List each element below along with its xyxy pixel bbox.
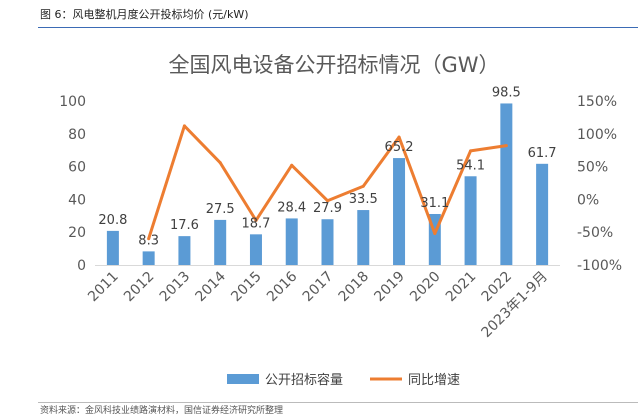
data-label: 18.7 (241, 216, 270, 231)
x-tick-label: 2015 (228, 269, 265, 306)
x-tick-label: 2019 (371, 269, 408, 306)
y-right-tick-label: 100% (577, 127, 617, 143)
y-right-tick-label: 50% (577, 160, 608, 176)
x-tick-label: 2014 (193, 268, 230, 305)
line-point (290, 163, 294, 167)
bar (500, 103, 513, 266)
line-point (361, 184, 365, 188)
bar (393, 158, 406, 265)
data-label: 65.2 (385, 140, 414, 155)
y-left-tick-label: 80 (68, 127, 86, 143)
bar (321, 219, 334, 265)
bar (357, 210, 370, 265)
caption-divider (38, 27, 638, 28)
x-tick-label: 2017 (300, 269, 337, 306)
bar (178, 236, 191, 265)
data-label: 54.1 (456, 158, 485, 173)
bar (464, 176, 477, 265)
line-point (182, 124, 186, 128)
data-label: 8.3 (138, 233, 159, 248)
figure-caption: 图 6：风电整机月度公开投标均价 (元/kW) (40, 8, 249, 21)
y-right-tick-label: -50% (577, 225, 613, 241)
line-point (397, 135, 401, 139)
data-label: 61.7 (528, 146, 557, 161)
line-point (433, 232, 437, 236)
data-label: 27.9 (313, 201, 342, 216)
data-label: 33.5 (349, 192, 378, 207)
x-tick-label: 2013 (157, 269, 194, 306)
x-tick-label: 2021 (443, 269, 480, 306)
line-series (147, 124, 508, 241)
legend-swatch-bar (227, 374, 259, 384)
x-tick-label: 2018 (336, 269, 373, 306)
line-point (147, 237, 151, 241)
data-labels: 20.8 8.3 17.6 27.5 18.7 28.4 27.9 33.5 65.2 31.1 5… (98, 85, 556, 248)
bar (214, 219, 227, 265)
y-right-tick-label: 0% (577, 192, 599, 208)
y-left-tick-label: 60 (68, 160, 86, 176)
bar (106, 230, 119, 265)
bar (142, 251, 155, 265)
x-tick-label: 2011 (85, 269, 122, 306)
x-tick-label: 2012 (121, 269, 158, 306)
y-left-tick-label: 20 (68, 225, 86, 241)
bar-series (106, 103, 549, 266)
chart-title: 全国风电设备公开招标情况（GW） (168, 53, 499, 77)
line-point (469, 149, 473, 153)
y-right-tick-label: -100% (577, 258, 622, 274)
footer-divider (38, 402, 638, 403)
bar (285, 218, 298, 265)
data-label: 98.5 (492, 85, 521, 100)
legend-label-line: 同比增速 (408, 373, 460, 388)
x-tick-label: 2020 (407, 269, 444, 306)
x-tick-label: 2016 (264, 268, 301, 305)
legend: 公开招标容量 同比增速 (227, 372, 460, 388)
bar (249, 234, 262, 265)
data-label: 17.6 (170, 218, 199, 233)
data-label: 20.8 (98, 213, 127, 228)
y-left-tick-label: 0 (77, 258, 86, 274)
y-right-tick-label: 150% (577, 94, 617, 110)
line-point (254, 218, 258, 222)
y-left-tick-label: 40 (68, 192, 86, 208)
line-point (326, 199, 329, 203)
line-point (504, 144, 508, 148)
chart: 全国风电设备公开招标情况（GW） 0 20 40 60 80 100 -100% -50% 0%… (59, 53, 622, 388)
data-label: 31.1 (420, 196, 449, 211)
data-label: 27.5 (206, 202, 235, 217)
bar (536, 163, 549, 265)
legend-label-bar: 公开招标容量 (265, 372, 343, 388)
line-point (218, 161, 222, 165)
y-left-tick-label: 100 (59, 94, 86, 110)
data-label: 28.4 (277, 200, 306, 215)
footer-source: 资料来源：金风科技业绩路演材料，国信证券经济研究所整理 (40, 406, 284, 416)
